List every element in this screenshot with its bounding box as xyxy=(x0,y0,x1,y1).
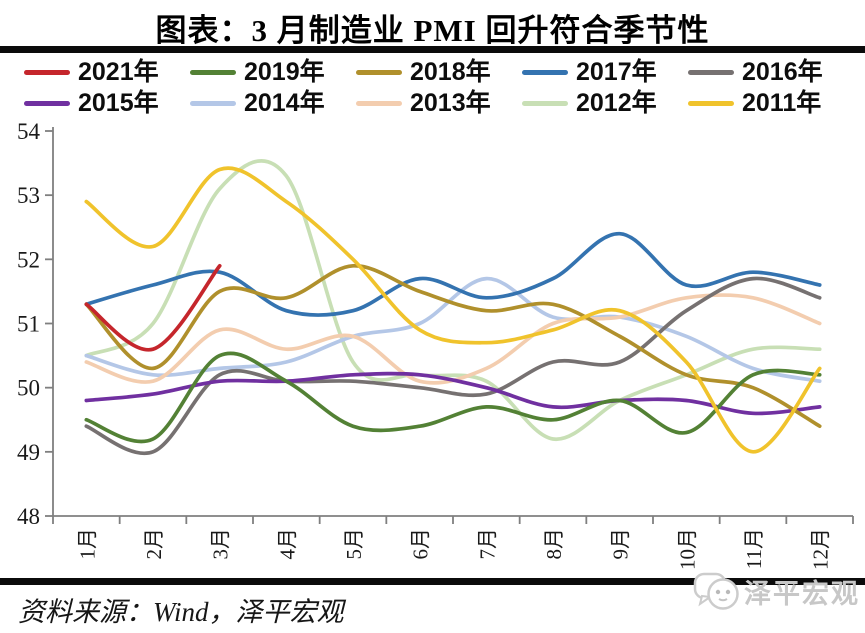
chart-title: 图表：3 月制造业 PMI 回升符合季节性 xyxy=(155,13,710,48)
legend-item-2012年: 2012年 xyxy=(522,91,688,116)
legend-label: 2012年 xyxy=(576,89,657,117)
legend-swatch xyxy=(688,70,734,75)
legend-swatch xyxy=(522,70,568,75)
legend: 2021年 2019年 2018年 2017年 2016年 2015年 2014年 2013年… xyxy=(24,57,854,119)
series-line-2013年 xyxy=(84,293,822,385)
series-line-2019年 xyxy=(84,351,822,444)
legend-row-1: 2021年 2019年 2018年 2017年 2016年 xyxy=(24,57,854,88)
legend-swatch xyxy=(24,70,70,75)
x-tick-label-2月: 2月 xyxy=(142,528,166,560)
series-line-2011年 xyxy=(84,166,822,454)
legend-item-2016年: 2016年 xyxy=(688,60,854,85)
legend-swatch xyxy=(688,101,734,106)
legend-swatch xyxy=(24,101,70,106)
brand-watermark: 泽平宏观 xyxy=(692,566,860,616)
legend-swatch xyxy=(190,101,236,106)
bottom-divider-rule xyxy=(0,578,865,585)
source-attribution: 资料来源：Wind，泽平宏观 xyxy=(18,597,344,627)
pmi-line-chart: 48 49 50 51 52 53 54 1月 2月 3月 4月 5月 6月 7月 8月 9月 10月 11月 12… xyxy=(17,120,854,570)
x-tick-label-5月: 5月 xyxy=(342,528,366,560)
legend-label: 2018年 xyxy=(410,58,491,86)
x-tick-label-10月: 10月 xyxy=(675,528,699,570)
legend-label: 2013年 xyxy=(410,89,491,117)
y-tick-label: 48 xyxy=(17,504,40,529)
legend-row-2: 2015年 2014年 2013年 2012年 2011年 xyxy=(24,88,854,119)
y-tick-label: 53 xyxy=(17,183,40,208)
x-tick-label-7月: 7月 xyxy=(475,528,499,560)
legend-item-2013年: 2013年 xyxy=(356,91,522,116)
legend-item-2017年: 2017年 xyxy=(522,60,688,85)
top-divider-rule xyxy=(0,46,865,53)
x-tick-label-8月: 8月 xyxy=(542,528,566,560)
legend-label: 2016年 xyxy=(742,58,823,86)
series-line-2016年 xyxy=(84,276,822,456)
x-tick-label-6月: 6月 xyxy=(409,528,433,560)
legend-item-2015年: 2015年 xyxy=(24,91,190,116)
series-line-2018年 xyxy=(84,263,822,429)
x-tick-label-1月: 1月 xyxy=(75,528,99,560)
ghost-chat-icon xyxy=(693,572,739,610)
x-tick-label-12月: 12月 xyxy=(809,528,833,570)
y-tick-label: 54 xyxy=(17,120,41,144)
y-tick-label: 50 xyxy=(17,376,40,401)
y-tick-label: 51 xyxy=(17,312,40,337)
legend-item-2014年: 2014年 xyxy=(190,91,356,116)
legend-swatch xyxy=(522,101,568,106)
legend-swatch xyxy=(356,70,402,75)
legend-label: 2021年 xyxy=(78,58,159,86)
brand-name: 泽平宏观 xyxy=(744,578,860,609)
legend-item-2018年: 2018年 xyxy=(356,60,522,85)
y-tick-label: 52 xyxy=(17,247,40,272)
legend-label: 2014年 xyxy=(244,89,325,117)
series-line-2021年 xyxy=(84,263,222,352)
legend-label: 2015年 xyxy=(78,89,159,117)
series-line-2014年 xyxy=(84,276,822,384)
legend-item-2019年: 2019年 xyxy=(190,60,356,85)
x-tick-label-4月: 4月 xyxy=(275,528,299,560)
x-tick-label-9月: 9月 xyxy=(609,528,633,560)
legend-swatch xyxy=(356,101,402,106)
legend-item-2021年: 2021年 xyxy=(24,60,190,85)
y-tick-label: 49 xyxy=(17,440,40,465)
series-line-2015年 xyxy=(84,371,822,416)
legend-label: 2011年 xyxy=(742,89,822,117)
legend-swatch xyxy=(190,70,236,75)
legend-label: 2019年 xyxy=(244,58,325,86)
legend-label: 2017年 xyxy=(576,58,657,86)
x-tick-label-11月: 11月 xyxy=(742,528,766,569)
x-tick-label-3月: 3月 xyxy=(209,528,233,560)
legend-item-2011年: 2011年 xyxy=(688,91,854,116)
